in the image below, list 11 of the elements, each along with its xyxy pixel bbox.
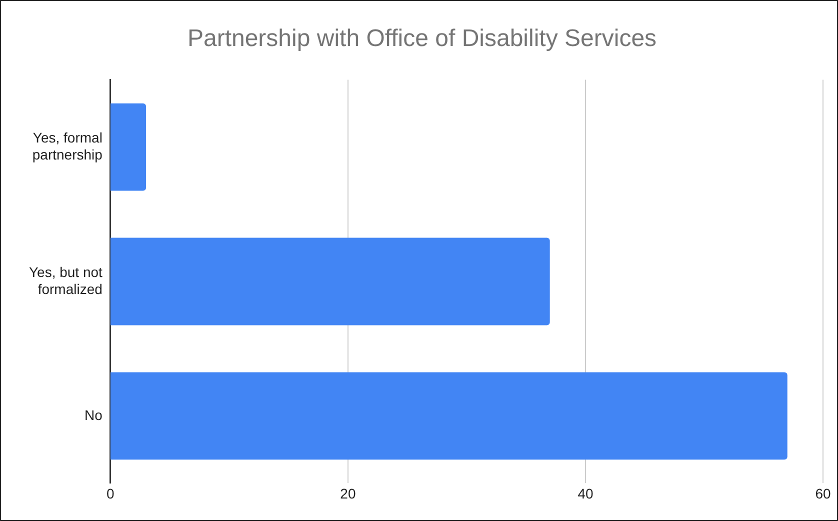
x-tick-label: 0	[106, 485, 115, 502]
y-tick-label: Yes, but not formalized	[28, 264, 103, 297]
bar	[110, 103, 146, 191]
x-tick-label: 60	[815, 485, 831, 502]
x-tick-label: 20	[340, 485, 356, 502]
x-tick-label: 40	[578, 485, 594, 502]
bar	[110, 238, 550, 326]
bar	[110, 372, 788, 460]
y-tick-label: Yes, formal partnership	[32, 129, 103, 162]
chart-title: Partnership with Office of Disability Services	[187, 25, 657, 52]
y-tick-label: No	[84, 406, 103, 423]
